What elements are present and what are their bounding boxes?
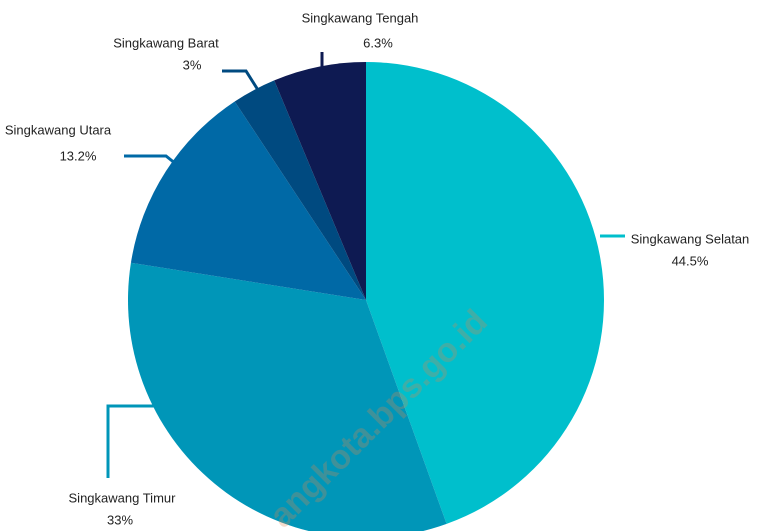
slice-label: Singkawang Barat bbox=[113, 35, 219, 50]
leader-line bbox=[222, 69, 260, 91]
slice-value-label: 33% bbox=[107, 512, 133, 527]
slice-label: Singkawang Tengah bbox=[302, 10, 419, 25]
slice-label: Singkawang Selatan bbox=[631, 231, 750, 246]
pie-slice bbox=[130, 101, 366, 300]
pie bbox=[128, 62, 604, 531]
pie-slice bbox=[128, 262, 447, 531]
pie-slice bbox=[366, 62, 604, 524]
pie-slice bbox=[274, 62, 366, 300]
slice-value-label: 13.2% bbox=[60, 148, 97, 163]
slice-value-label: 6.3% bbox=[363, 35, 393, 50]
leader-line bbox=[106, 404, 154, 478]
labels: Singkawang Selatan 44.5% Singkawang Timur 3… bbox=[5, 10, 749, 527]
leader-line bbox=[124, 154, 177, 166]
slice-label: Singkawang Timur bbox=[69, 490, 177, 505]
pie-slice bbox=[234, 80, 366, 300]
slice-label: Singkawang Utara bbox=[5, 122, 112, 137]
slice-value-label: 44.5% bbox=[672, 253, 709, 268]
slice-value-label: 3% bbox=[183, 57, 202, 72]
